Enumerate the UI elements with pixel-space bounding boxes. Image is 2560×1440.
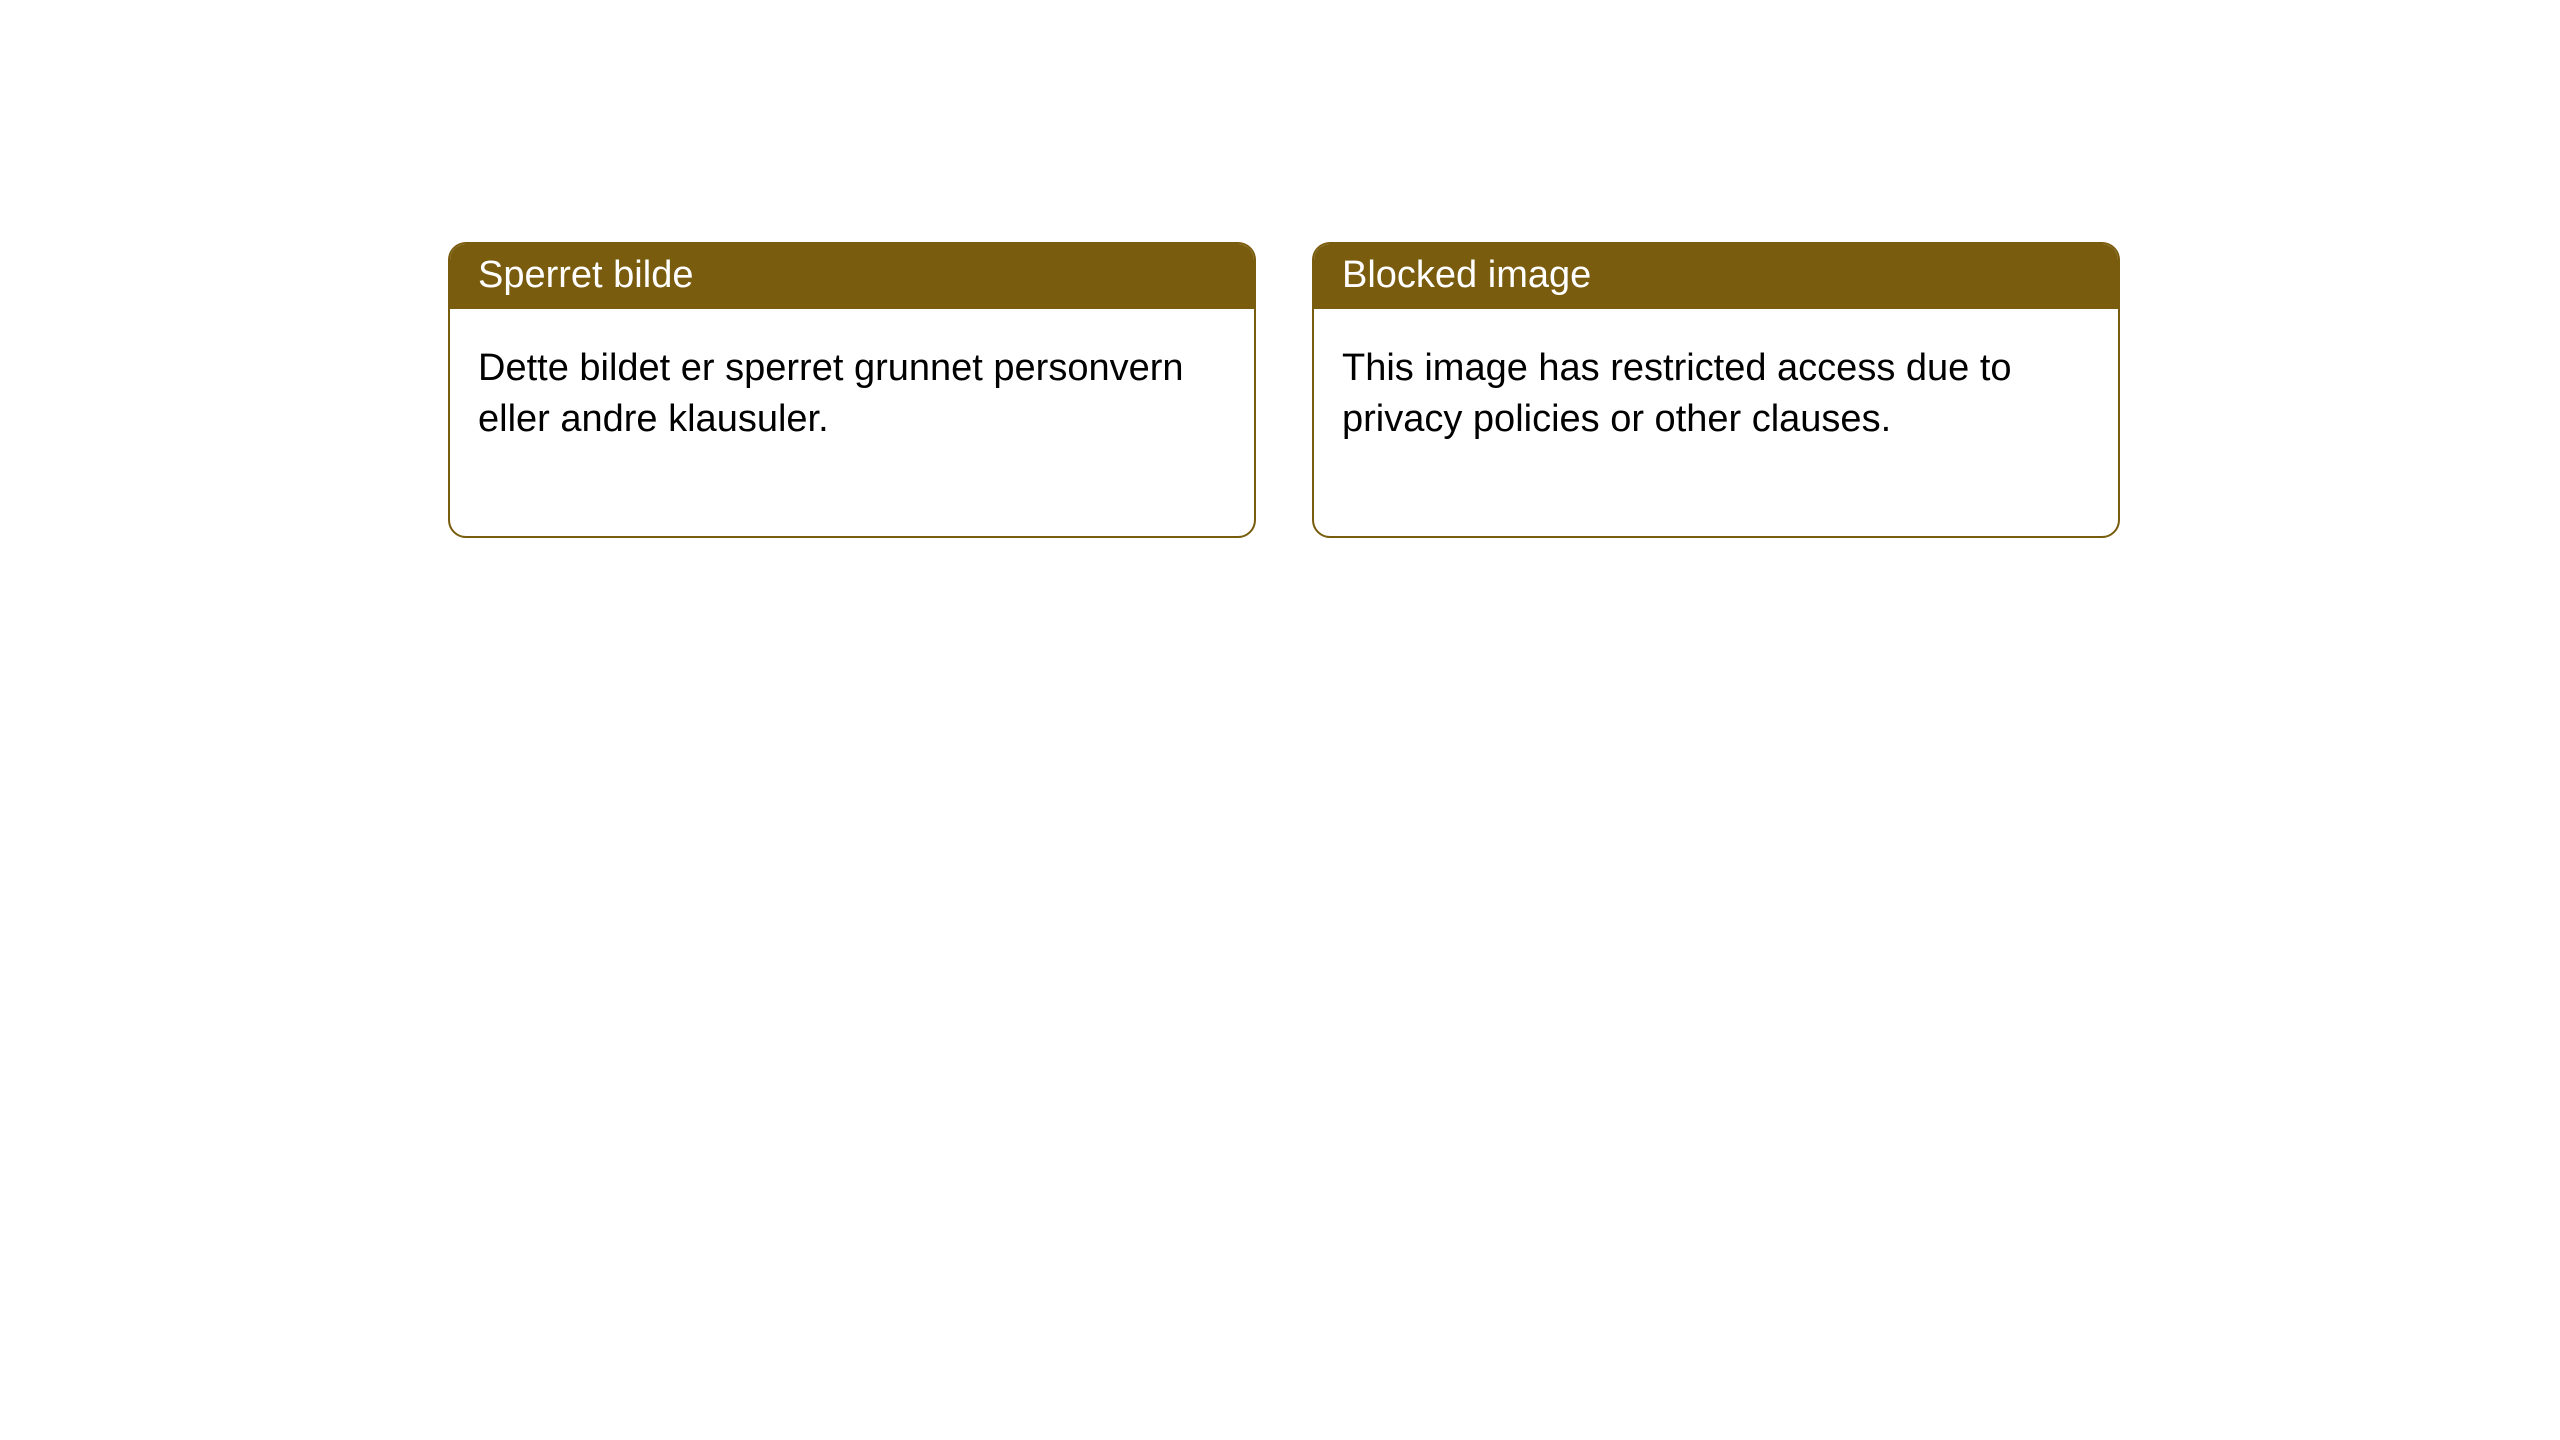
notice-header-english: Blocked image bbox=[1314, 244, 2118, 309]
notice-header-norwegian: Sperret bilde bbox=[450, 244, 1254, 309]
notice-card-norwegian: Sperret bilde Dette bildet er sperret gr… bbox=[448, 242, 1256, 538]
notice-body-norwegian: Dette bildet er sperret grunnet personve… bbox=[450, 309, 1254, 536]
notice-body-english: This image has restricted access due to … bbox=[1314, 309, 2118, 536]
notice-container: Sperret bilde Dette bildet er sperret gr… bbox=[0, 0, 2560, 538]
notice-card-english: Blocked image This image has restricted … bbox=[1312, 242, 2120, 538]
